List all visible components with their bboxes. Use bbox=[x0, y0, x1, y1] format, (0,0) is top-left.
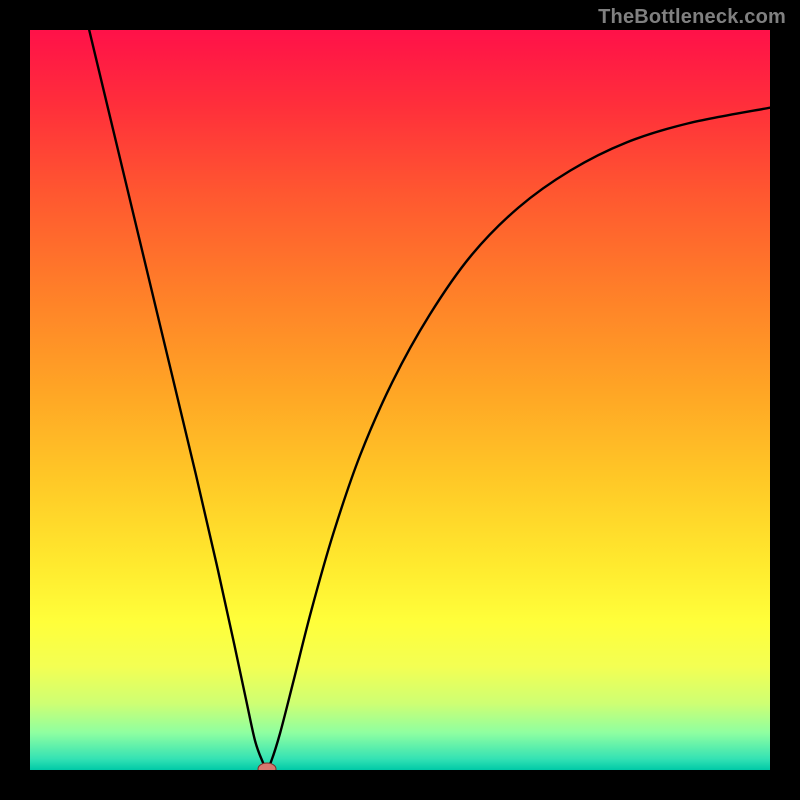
chart-frame: TheBottleneck.com bbox=[0, 0, 800, 800]
optimal-point-marker bbox=[257, 762, 276, 770]
watermark-text: TheBottleneck.com bbox=[598, 6, 786, 29]
chart-plot-area bbox=[30, 30, 770, 770]
bottleneck-curve bbox=[30, 30, 770, 770]
